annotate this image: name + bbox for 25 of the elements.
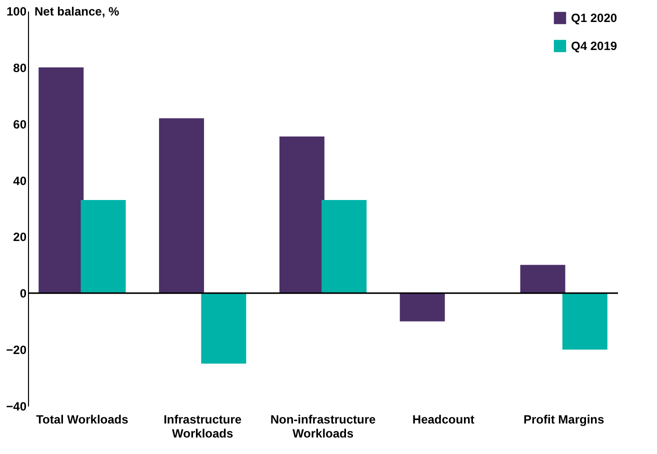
y-tick-label: 0 — [20, 286, 27, 301]
y-tick-label: 100 — [6, 4, 27, 18]
bar — [201, 293, 246, 364]
legend-label: Q4 2019 — [571, 39, 618, 53]
y-tick-label: 80 — [13, 60, 27, 75]
x-tick-label: Infrastructure Workloads — [164, 412, 242, 440]
x-tick-label: Non-infrastructure Workloads — [270, 412, 376, 440]
x-tick-label: Profit Margins — [523, 412, 604, 426]
x-tick-label: Total Workloads — [36, 412, 129, 426]
bar — [322, 200, 367, 294]
bar — [562, 293, 608, 350]
legend-label: Q1 2020 — [571, 11, 618, 25]
bar — [279, 136, 324, 294]
bar — [520, 264, 566, 294]
bar — [400, 293, 445, 322]
y-tick-label: −20 — [6, 343, 27, 358]
bar — [159, 118, 204, 294]
y-tick-label: 60 — [13, 117, 27, 132]
y-tick-label: 40 — [13, 174, 27, 188]
y-tick-label: 20 — [13, 230, 27, 244]
y-tick-label: −40 — [6, 400, 27, 414]
x-tick-label: Headcount — [412, 412, 474, 426]
bar — [38, 67, 84, 294]
y-axis-title: Net balance, % — [34, 4, 120, 18]
bar — [80, 200, 126, 294]
